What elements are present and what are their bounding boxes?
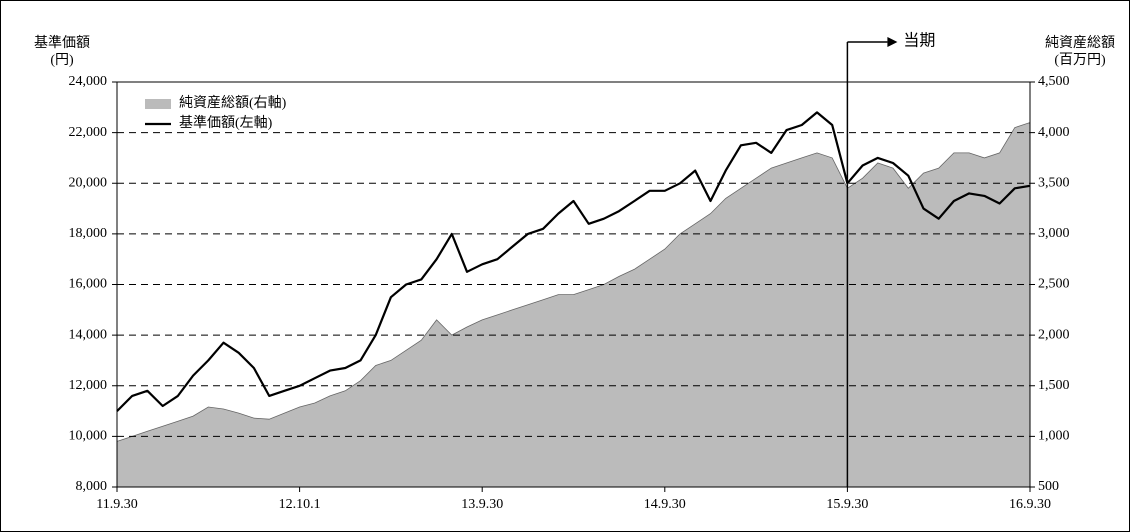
y2-tick-label: 2,000 [1038, 327, 1070, 342]
y2-tick-label: 2,500 [1038, 277, 1070, 292]
y-tick-label: 20,000 [69, 175, 108, 190]
x-tick-label: 15.9.30 [826, 497, 868, 512]
y2-tick-label: 1,000 [1038, 429, 1070, 444]
y2-tick-label: 3,000 [1038, 226, 1070, 241]
x-tick-label: 16.9.30 [1009, 497, 1051, 512]
y-tick-label: 8,000 [76, 479, 108, 494]
x-tick-label: 14.9.30 [644, 497, 686, 512]
annotation: 当期 [903, 32, 935, 50]
annotation-arrowhead [887, 37, 898, 47]
legend-label: 基準価額(左軸) [179, 114, 273, 131]
y-tick-label: 22,000 [69, 125, 108, 140]
plot-frame [116, 81, 1031, 488]
y2-tick-label: 4,000 [1038, 125, 1070, 140]
x-tick-label: 13.9.30 [461, 497, 503, 512]
y-tick-label: 12,000 [69, 378, 108, 393]
y-tick-label: 24,000 [69, 74, 108, 89]
y-axis-title: (円) [50, 53, 74, 68]
y2-tick-label: 500 [1038, 479, 1059, 494]
y-tick-label: 18,000 [69, 226, 108, 241]
y-tick-label: 16,000 [69, 277, 108, 292]
x-tick-label: 12.10.1 [279, 497, 321, 512]
legend-swatch [145, 99, 171, 109]
y2-axis-title: (百万円) [1054, 52, 1106, 68]
area [116, 121, 1031, 488]
y-tick-label: 10,000 [69, 429, 108, 444]
y2-tick-label: 1,500 [1038, 378, 1070, 393]
y2-axis-title: 純資産総額 [1045, 35, 1115, 51]
y-tick-label: 14,000 [69, 327, 108, 342]
x-tick-label: 11.9.30 [96, 497, 137, 512]
line [116, 111, 1031, 412]
y2-tick-label: 3,500 [1038, 175, 1070, 190]
legend-label: 純資産総額(右軸) [179, 95, 287, 111]
y2-tick-label: 4,500 [1038, 74, 1070, 89]
y-axis-title: 基準価額 [34, 34, 90, 51]
